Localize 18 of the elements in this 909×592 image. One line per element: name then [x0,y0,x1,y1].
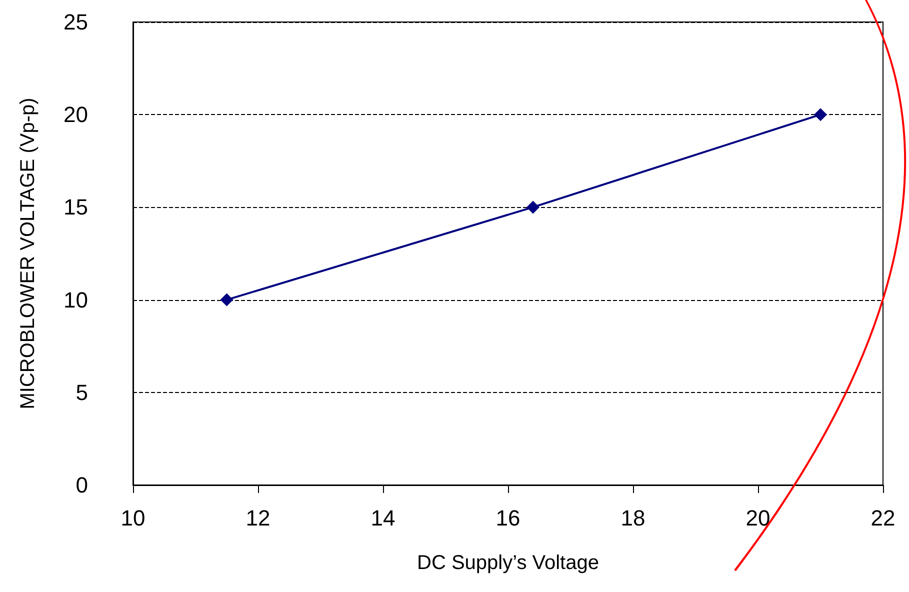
x-tick-label: 18 [620,506,646,530]
point [526,200,540,214]
point [220,293,234,306]
x-tick-label: 10 [120,506,146,530]
y-tick-label: 0 [76,472,88,498]
y-tick-label: 25 [64,10,88,34]
y-axis-title: MICROBLOWER VOLTAGE (Vp-p) [17,98,39,410]
y-tick-label: 5 [76,380,88,405]
y-tick-label: 10 [64,287,88,312]
x-tick-label: 12 [246,506,270,530]
x-tick-label: 22 [870,506,896,530]
x-tick-label: 20 [746,506,770,530]
x-axis-title: DC Supply’s Voltage [417,552,599,574]
point [814,108,827,122]
y-tick-label: 15 [64,194,88,220]
y-tick-label: 20 [64,102,88,128]
x-tick-label: 16 [496,506,520,530]
x-tick-label: 14 [370,506,396,530]
